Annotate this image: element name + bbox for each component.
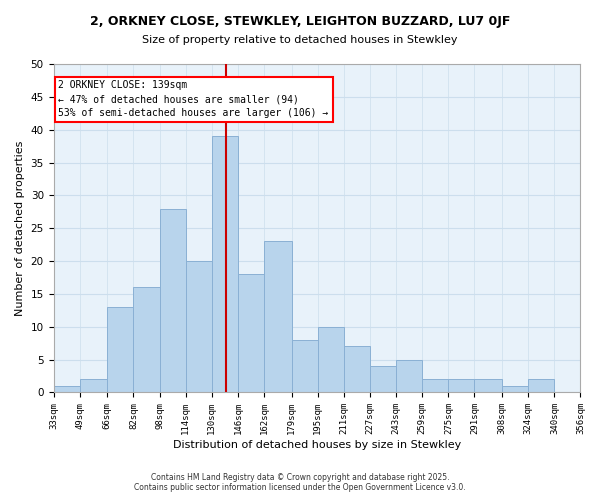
Text: Size of property relative to detached houses in Stewkley: Size of property relative to detached ho… bbox=[142, 35, 458, 45]
Bar bbox=[502, 386, 528, 392]
Bar bbox=[133, 288, 160, 393]
Bar bbox=[396, 360, 422, 392]
Bar bbox=[80, 380, 107, 392]
Bar bbox=[185, 261, 212, 392]
Y-axis label: Number of detached properties: Number of detached properties bbox=[15, 140, 25, 316]
Bar bbox=[422, 380, 448, 392]
Bar bbox=[528, 380, 554, 392]
Bar bbox=[212, 136, 238, 392]
Bar bbox=[238, 274, 264, 392]
Bar bbox=[344, 346, 370, 393]
Bar bbox=[107, 307, 133, 392]
Bar bbox=[318, 327, 344, 392]
X-axis label: Distribution of detached houses by size in Stewkley: Distribution of detached houses by size … bbox=[173, 440, 461, 450]
Bar bbox=[264, 242, 292, 392]
Text: Contains HM Land Registry data © Crown copyright and database right 2025.
Contai: Contains HM Land Registry data © Crown c… bbox=[134, 473, 466, 492]
Text: 2, ORKNEY CLOSE, STEWKLEY, LEIGHTON BUZZARD, LU7 0JF: 2, ORKNEY CLOSE, STEWKLEY, LEIGHTON BUZZ… bbox=[90, 15, 510, 28]
Bar bbox=[475, 380, 502, 392]
Bar bbox=[448, 380, 475, 392]
Text: 2 ORKNEY CLOSE: 139sqm
← 47% of detached houses are smaller (94)
53% of semi-det: 2 ORKNEY CLOSE: 139sqm ← 47% of detached… bbox=[58, 80, 329, 118]
Bar bbox=[370, 366, 396, 392]
Bar bbox=[160, 208, 185, 392]
Bar bbox=[53, 386, 80, 392]
Bar bbox=[292, 340, 318, 392]
